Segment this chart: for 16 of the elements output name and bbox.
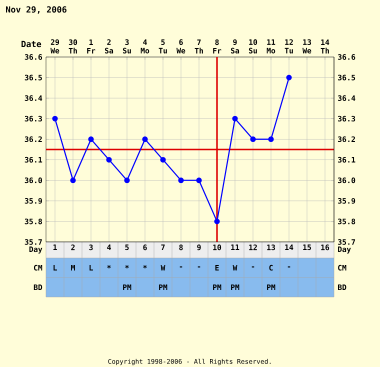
chart-title: Nov 29, 2006 [6, 6, 66, 14]
point [214, 218, 220, 224]
point [106, 157, 112, 163]
point [286, 74, 292, 81]
point [70, 178, 76, 184]
point [178, 178, 184, 184]
x-axis-title: Date [22, 41, 42, 48]
point [250, 136, 256, 142]
point [232, 116, 238, 122]
point [88, 136, 94, 142]
point [52, 116, 58, 122]
point [196, 178, 202, 184]
point [142, 136, 148, 142]
point [124, 178, 130, 184]
point [268, 136, 274, 142]
point [160, 157, 166, 163]
